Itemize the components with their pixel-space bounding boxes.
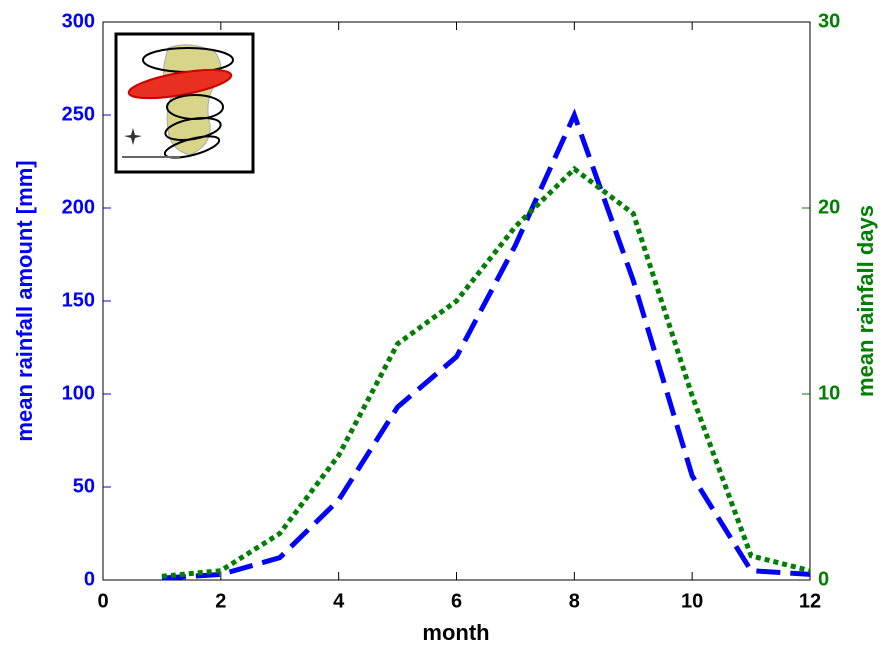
series-line	[161, 165, 811, 579]
y-tick-label: 100	[62, 382, 95, 404]
x-tick-label: 2	[215, 590, 226, 612]
inset-map	[114, 32, 255, 174]
y2-tick-label: 0	[818, 568, 829, 590]
x-tick-label: 10	[681, 590, 703, 612]
x-tick-label: 12	[799, 590, 821, 612]
y2-tick-label: 10	[818, 382, 840, 404]
y-tick-label: 300	[62, 10, 95, 32]
y-tick-label: 250	[62, 103, 95, 125]
x-tick-label: 0	[97, 590, 108, 612]
y-tick-label: 50	[73, 475, 95, 497]
y2-tick-label: 20	[818, 196, 840, 218]
x-tick-label: 6	[451, 590, 462, 612]
inset-ellipse	[163, 135, 221, 159]
y-axis-title: mean rainfall amount [mm]	[12, 160, 37, 441]
x-axis-title: month	[422, 620, 489, 645]
x-tick-label: 4	[333, 590, 345, 612]
inset-compass	[124, 128, 142, 145]
y2-tick-label: 30	[818, 10, 840, 32]
y-tick-label: 0	[84, 568, 95, 590]
y-tick-label: 150	[62, 289, 95, 311]
inset-ellipse-red	[127, 68, 233, 100]
y2-axis-title: mean rainfall days	[853, 205, 878, 397]
y-tick-label: 200	[62, 196, 95, 218]
plot-frame	[102, 21, 811, 581]
series-line	[161, 108, 811, 581]
x-tick-label: 8	[569, 590, 580, 612]
